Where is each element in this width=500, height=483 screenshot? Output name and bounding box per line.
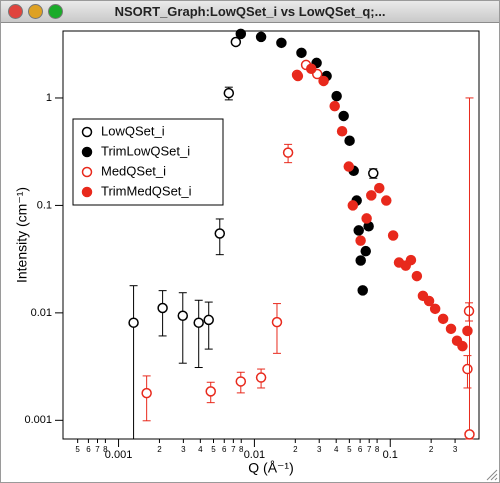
chart: Intensity (cm⁻¹) Q (Å⁻¹) 5 6 7 80.001 2 3 4 5 6 7… bbox=[14, 28, 498, 481]
point bbox=[203, 314, 214, 326]
point bbox=[437, 313, 449, 325]
x-minor-tick-label: 7 bbox=[231, 445, 236, 454]
point bbox=[355, 235, 366, 246]
point bbox=[374, 182, 385, 194]
point bbox=[405, 254, 417, 266]
point bbox=[361, 213, 372, 224]
legend-marker bbox=[81, 126, 93, 138]
x-axis-label: Q (Å⁻¹) bbox=[248, 460, 294, 476]
x-minor-tick-label: 2 bbox=[293, 445, 298, 454]
point bbox=[387, 230, 399, 241]
point bbox=[457, 340, 468, 352]
x-minor-tick-label: 6 bbox=[222, 445, 227, 454]
x-minor-tick-label: 8 bbox=[239, 445, 244, 454]
y-tick-label: 0.001 bbox=[24, 414, 52, 426]
legend-label: LowQSet_i bbox=[101, 123, 165, 138]
point bbox=[344, 135, 355, 146]
point bbox=[445, 323, 457, 335]
point bbox=[423, 295, 435, 307]
point bbox=[255, 372, 267, 383]
y-axis-label: Intensity (cm⁻¹) bbox=[14, 187, 30, 283]
legend-box bbox=[72, 118, 224, 206]
x-minor-tick-label: 5 bbox=[347, 445, 352, 454]
point bbox=[292, 70, 304, 82]
point bbox=[462, 363, 473, 375]
point bbox=[353, 225, 364, 236]
point bbox=[223, 87, 235, 99]
point bbox=[235, 28, 247, 40]
legend-marker bbox=[81, 146, 93, 158]
point bbox=[282, 147, 294, 158]
point bbox=[368, 168, 379, 179]
x-minor-tick-label: 3 bbox=[181, 445, 186, 454]
point bbox=[177, 310, 189, 322]
point bbox=[464, 429, 475, 440]
point bbox=[343, 161, 355, 172]
point bbox=[381, 195, 392, 206]
x-minor-tick-label: 3 bbox=[317, 445, 322, 454]
point bbox=[157, 302, 168, 314]
point bbox=[141, 387, 152, 399]
x-minor-tick-label: 8 bbox=[103, 445, 108, 454]
point bbox=[255, 31, 267, 43]
x-minor-tick-label: 3 bbox=[453, 445, 458, 454]
point bbox=[329, 100, 340, 112]
point bbox=[214, 228, 226, 239]
zoom-button[interactable] bbox=[48, 4, 63, 19]
point bbox=[193, 317, 204, 328]
legend-marker bbox=[81, 186, 93, 198]
y-tick-label: 1 bbox=[46, 92, 52, 104]
x-minor-tick-label: 7 bbox=[367, 445, 372, 454]
point bbox=[331, 90, 342, 102]
point bbox=[338, 110, 349, 122]
x-minor-tick-label: 2 bbox=[157, 445, 162, 454]
x-minor-tick-label: 6 bbox=[358, 445, 363, 454]
legend-marker bbox=[81, 166, 93, 178]
point bbox=[366, 190, 377, 201]
x-minor-tick-label: 6 bbox=[86, 445, 91, 454]
point bbox=[462, 325, 473, 337]
point bbox=[205, 386, 216, 397]
x-tick-label: 0.1 bbox=[383, 449, 398, 461]
point bbox=[276, 37, 287, 49]
x-minor-tick-label: 7 bbox=[95, 445, 100, 454]
plot-frame bbox=[62, 30, 480, 440]
x-minor-tick-label: 5 bbox=[211, 445, 216, 454]
point bbox=[347, 200, 359, 211]
minimize-button[interactable] bbox=[28, 4, 43, 19]
x-minor-tick-label: 4 bbox=[198, 445, 203, 454]
title-bar: NSORT_Graph:LowQSet_i vs LowQSet_q;... bbox=[1, 1, 499, 23]
x-minor-tick-label: 8 bbox=[375, 445, 380, 454]
legend-label: TrimLowQSet_i bbox=[101, 143, 190, 158]
close-button[interactable] bbox=[8, 4, 23, 19]
point bbox=[411, 270, 423, 282]
point bbox=[230, 36, 242, 48]
point bbox=[355, 255, 366, 266]
resize-handle[interactable] bbox=[486, 469, 498, 481]
point bbox=[305, 63, 317, 75]
point bbox=[271, 316, 283, 328]
point bbox=[360, 245, 371, 257]
point bbox=[357, 285, 368, 296]
point bbox=[128, 317, 139, 328]
point bbox=[336, 126, 348, 137]
legend-label: MedQSet_i bbox=[101, 163, 166, 178]
x-tick-label: 0.01 bbox=[244, 449, 265, 461]
point bbox=[296, 47, 307, 59]
x-minor-tick-label: 2 bbox=[429, 445, 434, 454]
x-minor-tick-label: 4 bbox=[334, 445, 339, 454]
y-tick-label: 0.01 bbox=[31, 307, 52, 319]
point bbox=[235, 376, 247, 387]
point bbox=[318, 75, 329, 87]
y-tick-label: 0.1 bbox=[37, 199, 52, 211]
x-minor-tick-label: 5 bbox=[75, 445, 80, 454]
window-title: NSORT_Graph:LowQSet_i vs LowQSet_q;... bbox=[114, 4, 386, 19]
legend-label: TrimMedQSet_i bbox=[101, 183, 192, 198]
x-tick-label: 0.001 bbox=[105, 449, 133, 461]
point bbox=[429, 303, 441, 315]
